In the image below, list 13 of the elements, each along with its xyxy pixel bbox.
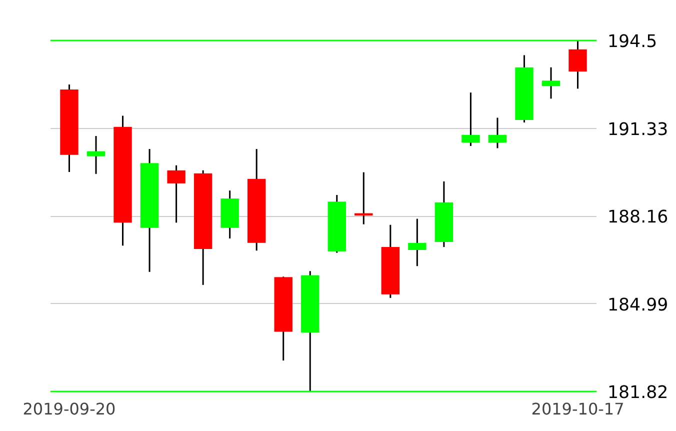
candlestick <box>354 172 373 226</box>
candlestick <box>542 66 560 100</box>
candlestick <box>568 40 587 90</box>
candlestick <box>86 135 106 175</box>
candlestick <box>167 164 186 224</box>
x-tick-label: 2019-09-20 <box>22 400 116 418</box>
y-tick-label: 194.5 <box>608 32 658 52</box>
y-tick-label: 184.99 <box>608 295 668 316</box>
candlestick <box>488 116 507 149</box>
y-tick-label: 191.33 <box>608 120 668 140</box>
y-tick-label: 188.16 <box>608 208 668 228</box>
candlestick <box>408 218 426 267</box>
candlestick <box>462 92 480 147</box>
